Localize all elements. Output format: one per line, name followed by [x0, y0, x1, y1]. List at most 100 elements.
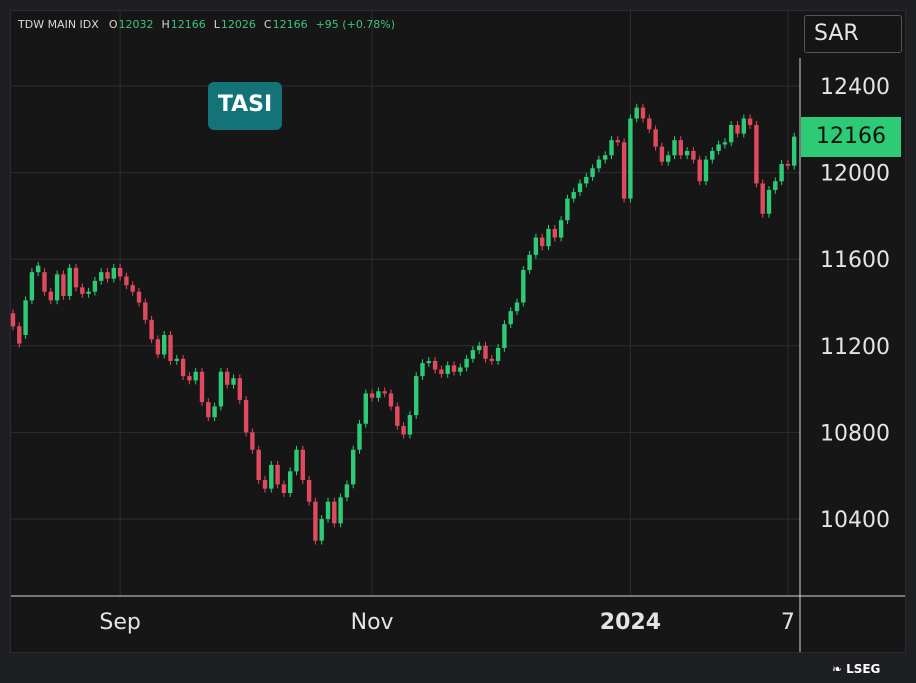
candle-body — [199, 371, 205, 403]
candle-body — [489, 358, 494, 361]
index-badge: TASI — [208, 82, 282, 130]
candle-body — [262, 480, 268, 489]
candle-body — [10, 313, 16, 327]
candle-body — [521, 270, 526, 303]
candle-body — [124, 276, 129, 286]
candle-body — [36, 265, 41, 273]
candle-body — [237, 378, 242, 400]
candle-body — [363, 393, 368, 424]
candle-body — [369, 393, 375, 398]
candle-body — [48, 291, 53, 301]
candle-body — [332, 501, 337, 524]
candle-body — [558, 220, 564, 238]
candle-body — [584, 176, 589, 184]
candle-body — [716, 144, 721, 151]
candle-body — [458, 367, 463, 372]
candle-body — [609, 140, 614, 156]
candle-body — [621, 142, 627, 199]
candle-body — [653, 129, 658, 147]
candle-body — [741, 118, 746, 134]
candle-body — [382, 391, 387, 394]
candle-body — [678, 140, 683, 156]
candle-body — [672, 140, 677, 156]
candle-body — [117, 267, 123, 277]
candle-body — [42, 272, 47, 292]
candle-body — [432, 360, 438, 370]
lseg-emblem-icon: ❧ — [832, 662, 843, 676]
candle-body — [420, 363, 425, 377]
chart-frame — [10, 10, 906, 653]
candle-body — [533, 237, 539, 255]
candle-body — [155, 339, 161, 355]
low-value: 12026 — [220, 18, 256, 31]
candle-body — [666, 155, 671, 162]
high-label: H — [161, 18, 170, 31]
candle-body — [401, 425, 406, 435]
candle-body — [212, 406, 217, 418]
candle-body — [615, 140, 620, 143]
candle-body — [300, 449, 305, 481]
open-value: 12032 — [118, 18, 154, 31]
candle-body — [357, 423, 362, 450]
ticker-name: TDW MAIN IDX — [18, 18, 99, 31]
y-tick-label: 11200 — [820, 335, 890, 360]
candle-body — [168, 334, 173, 361]
candle-body — [495, 347, 501, 361]
y-tick-label: 11600 — [820, 248, 890, 273]
candle-body — [546, 228, 551, 247]
candle-body — [773, 181, 778, 190]
candle-body — [388, 393, 394, 407]
currency-selector[interactable]: SAR — [804, 15, 902, 53]
candle-body — [206, 402, 211, 418]
candle-body — [647, 118, 652, 130]
high-value: 12166 — [170, 18, 206, 31]
candle-body — [691, 150, 696, 160]
x-tick-label: 7 — [781, 610, 795, 635]
candle-body — [288, 471, 293, 494]
candle-body — [426, 360, 431, 364]
candle-body — [61, 274, 66, 297]
candle-body — [603, 155, 608, 160]
candle-body — [180, 358, 186, 377]
candle-body — [439, 369, 444, 374]
candle-body — [306, 480, 312, 502]
candle-body — [136, 291, 142, 303]
candle-body — [225, 371, 230, 385]
candle-body — [508, 311, 513, 325]
candle-body — [596, 159, 602, 169]
candle-body — [697, 159, 702, 182]
candles — [10, 103, 797, 545]
candle-body — [92, 280, 98, 292]
candle-body — [275, 464, 280, 485]
candle-body — [130, 285, 135, 292]
candle-body — [281, 484, 287, 494]
candle-body — [17, 326, 22, 344]
candle-body — [502, 324, 507, 348]
candle-body — [351, 449, 356, 485]
candle-body — [477, 345, 482, 351]
candle-body — [325, 501, 331, 519]
candle-body — [754, 124, 759, 184]
candle-body — [73, 267, 79, 288]
candle-body — [99, 272, 104, 281]
candle-body — [710, 150, 715, 160]
candle-body — [760, 183, 765, 214]
candle-body — [792, 136, 797, 166]
candle-body — [628, 118, 633, 199]
close-label: C — [263, 18, 272, 31]
candle-body — [407, 415, 413, 435]
candle-body — [67, 267, 72, 297]
candle-body — [540, 237, 545, 247]
last-price-tag: 12166 — [801, 117, 901, 157]
candle-body — [527, 254, 532, 271]
candle-body — [766, 189, 772, 214]
y-tick-label: 10800 — [820, 421, 890, 446]
candle-body — [445, 365, 450, 374]
candle-body — [722, 142, 728, 145]
candle-body — [29, 272, 35, 301]
candle-body — [571, 192, 576, 199]
candle-body — [250, 432, 255, 450]
candle-body — [684, 150, 690, 156]
candle-body — [313, 501, 318, 541]
